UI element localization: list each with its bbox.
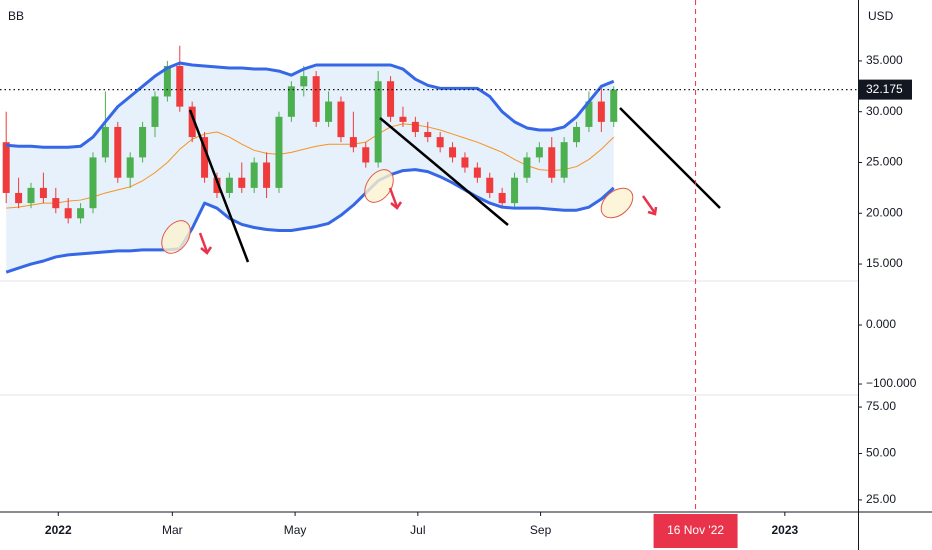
candle-body <box>263 162 271 188</box>
candle-body <box>139 126 147 158</box>
candle-body <box>597 101 605 122</box>
candle-body <box>126 157 134 178</box>
last-price-label: 32.175 <box>866 82 903 96</box>
candle-body <box>287 86 295 117</box>
arrow <box>388 187 403 210</box>
candle-body <box>77 208 85 219</box>
candle-body <box>449 147 457 158</box>
y-tick-label: 75.00 <box>866 399 896 413</box>
arrow <box>641 195 658 216</box>
candle-body <box>300 76 308 87</box>
x-tick-label: Sep <box>530 523 552 537</box>
y-tick-label: −100.000 <box>866 376 917 390</box>
y-tick-label: 30.000 <box>866 104 903 118</box>
candle-body <box>498 192 506 204</box>
candle-body <box>238 177 246 188</box>
trend-line <box>619 107 721 209</box>
candle-body <box>411 121 419 133</box>
plot-area <box>2 45 618 274</box>
lower-band <box>5 168 615 274</box>
candle-body <box>114 126 122 178</box>
x-tick-label: Jul <box>410 523 425 537</box>
y-tick-label: 15.000 <box>866 256 903 270</box>
x-tick-label: Mar <box>162 523 183 537</box>
upper-band <box>6 61 615 149</box>
candle-body <box>2 142 10 193</box>
candle-body <box>473 167 481 178</box>
candle-body <box>399 116 407 122</box>
candle-body <box>64 208 72 219</box>
candle-body <box>250 162 258 188</box>
candle-body <box>89 157 97 209</box>
crosshair-label: 16 Nov '22 <box>667 523 724 537</box>
candle-body <box>387 81 395 117</box>
x-tick-label: 2023 <box>771 523 798 537</box>
highlight-ellipse <box>600 187 634 219</box>
y-tick-label: 25.00 <box>866 492 896 506</box>
y-tick-label: 0.000 <box>866 317 896 331</box>
candle-body <box>27 187 35 204</box>
y-tick-label: 50.00 <box>866 446 896 460</box>
trend-line <box>188 109 250 263</box>
candle-body <box>39 187 47 199</box>
candle-body <box>548 147 556 178</box>
currency-label: USD <box>868 9 894 23</box>
basis-line <box>6 123 615 209</box>
crosshair-box <box>653 514 738 548</box>
x-tick-label: May <box>284 523 307 537</box>
candle-body <box>349 137 357 148</box>
candle-body <box>225 177 233 193</box>
candle-body <box>535 147 543 158</box>
candle-body <box>424 132 432 138</box>
candle-body <box>52 198 60 209</box>
candle-body <box>585 101 593 127</box>
candle-body <box>560 142 568 178</box>
candle-body <box>176 66 184 107</box>
candle-body <box>362 147 370 163</box>
candle-body <box>151 96 159 127</box>
y-tick-label: 25.000 <box>866 155 903 169</box>
candle-body <box>436 137 444 148</box>
candle-body <box>325 101 333 122</box>
candle-body <box>101 126 109 158</box>
candle-body <box>374 81 382 163</box>
arrow <box>198 232 213 255</box>
candle-body <box>275 116 283 188</box>
candle-body <box>511 177 519 204</box>
candle-body <box>188 106 196 138</box>
arrows <box>198 187 658 255</box>
last-price-box <box>859 79 912 100</box>
y-tick-label: 20.000 <box>866 205 903 219</box>
candle-body <box>461 157 469 168</box>
trend-line <box>379 117 509 226</box>
candle-body <box>610 89 618 122</box>
indicator-label: BB <box>8 9 24 23</box>
candle-body <box>523 157 531 178</box>
highlight-ellipse <box>161 220 191 254</box>
y-tick-label: 35.000 <box>866 53 903 67</box>
candle-body <box>163 66 171 97</box>
annotations <box>161 107 721 263</box>
x-tick-label: 2022 <box>45 523 72 537</box>
candle-body <box>486 177 494 193</box>
highlight-ellipse <box>364 169 394 203</box>
candle-body <box>15 192 23 204</box>
candle-body <box>312 76 320 122</box>
candle-body <box>573 126 581 143</box>
candle-body <box>337 101 345 138</box>
candle-body <box>201 137 209 178</box>
candle-body <box>213 177 221 193</box>
